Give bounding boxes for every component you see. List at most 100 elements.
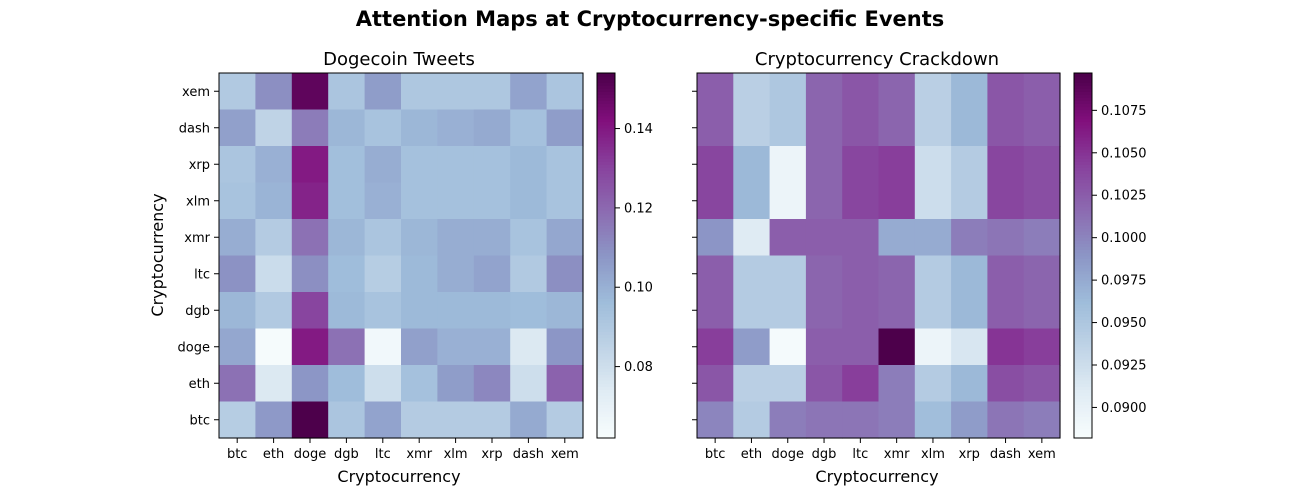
- colorbar-segment: [597, 124, 615, 129]
- colorbar-segment: [597, 398, 615, 403]
- colorbar-segment: [597, 270, 615, 275]
- colorbar-segment: [597, 325, 615, 330]
- heatmap-cell-doge-eth: [733, 328, 771, 366]
- heatmap-cell-xmr-xrp: [473, 219, 511, 257]
- heatmap-cell-xem-xrp: [473, 73, 511, 111]
- heatmap-cell-xem-doge: [291, 73, 329, 111]
- heatmap-cell-dgb-xem: [546, 292, 584, 330]
- heatmap-cell-ltc-xem: [546, 255, 584, 293]
- heatmap-cell-dash-xlm: [914, 109, 952, 147]
- colorbar-segment: [1074, 115, 1092, 120]
- heatmap-cell-btc-doge: [291, 401, 329, 439]
- colorbar-segment: [597, 352, 615, 357]
- colorbar-segment: [1074, 85, 1092, 89]
- colorbar-segment: [1074, 91, 1092, 95]
- colorbar-segment: [597, 383, 615, 387]
- colorbar-segment: [597, 146, 615, 150]
- heatmap-cell-doge-xlm: [914, 328, 952, 366]
- heatmap-cryptocurrency-crackdown: Cryptocurrency Crackdown Cryptocurrency …: [692, 49, 1147, 486]
- colorbar-segment: [1074, 179, 1092, 184]
- colorbar-segment: [1074, 431, 1092, 436]
- heatmap-cell-xlm-xem: [1023, 182, 1061, 220]
- colorbar-segment: [597, 155, 615, 159]
- heatmap-cell-xmr-dash: [987, 219, 1025, 257]
- colorbar-segment: [1074, 264, 1092, 269]
- colorbar-segment: [1074, 173, 1092, 178]
- colorbar-segment: [597, 234, 615, 238]
- heatmap-cell-xmr-xem: [546, 219, 584, 257]
- heatmap-cell-xrp-eth: [255, 146, 293, 184]
- colorbar-segment: [597, 212, 615, 217]
- colorbar-segment: [1074, 118, 1092, 123]
- heatmap-cell-dash-xlm: [437, 109, 475, 147]
- heatmap-cell-btc-eth: [733, 401, 771, 439]
- heatmap-cell-xrp-dgb: [328, 146, 366, 184]
- colorbar-tick-label: 0.08: [624, 360, 653, 375]
- colorbar-segment: [597, 358, 615, 363]
- colorbar-tick-label: 0.0950: [1101, 316, 1147, 331]
- heatmap-cell-dgb-dgb: [805, 292, 843, 330]
- colorbar-segment: [597, 228, 615, 232]
- heatmap-cell-btc-doge: [769, 401, 807, 439]
- colorbar-tick-label: 0.14: [624, 122, 653, 137]
- x-tick-label-dgb: dgb: [334, 447, 359, 462]
- colorbar-segment: [597, 331, 615, 336]
- heatmap-cell-btc-ltc: [364, 401, 402, 439]
- colorbar-segment: [1074, 139, 1092, 144]
- colorbar-segment: [1074, 79, 1092, 83]
- colorbar-tick-label: 0.10: [624, 281, 653, 296]
- colorbar-segment: [597, 298, 615, 302]
- heatmap-cell-xem-ltc: [842, 73, 880, 111]
- colorbar-segment: [597, 215, 615, 220]
- heatmap-cell-eth-doge: [769, 365, 807, 403]
- heatmap-cell-btc-eth: [255, 401, 293, 439]
- colorbar-segment: [1074, 380, 1092, 384]
- y-axis-label: Cryptocurrency: [148, 193, 167, 316]
- heatmap-cell-doge-dgb: [805, 328, 843, 366]
- colorbar-segment: [597, 142, 615, 147]
- colorbar-segment: [597, 386, 615, 390]
- colorbar-segment: [1074, 270, 1092, 275]
- heatmap-cell-dgb-xlm: [914, 292, 952, 330]
- heatmap-cell-doge-dgb: [328, 328, 366, 366]
- colorbar-segment: [597, 243, 615, 247]
- heatmap-cell-xmr-ltc: [842, 219, 880, 257]
- heatmap-cell-xmr-btc: [697, 219, 734, 257]
- heatmap-cell-xrp-doge: [769, 146, 807, 184]
- heatmap-cell-btc-btc: [219, 401, 256, 439]
- colorbar-segment: [597, 176, 615, 181]
- heatmap-cell-dash-xrp: [473, 109, 511, 147]
- colorbar-segment: [1074, 249, 1092, 254]
- heatmap-cell-xrp-xlm: [914, 146, 952, 184]
- colorbar-tick-label: 0.0925: [1101, 359, 1147, 374]
- y-tick-label-doge: doge: [178, 340, 210, 355]
- heatmap-cell-xrp-ltc: [842, 146, 880, 184]
- colorbar-segment: [1074, 383, 1092, 387]
- heatmap-cell-xmr-btc: [219, 219, 256, 257]
- colorbar-segment: [597, 392, 615, 397]
- colorbar: 0.08 0.10 0.12 0.14: [596, 72, 653, 439]
- heatmap-cell-btc-xrp: [473, 401, 511, 439]
- heatmap-cell-xlm-xem: [546, 182, 584, 220]
- colorbar-segment: [597, 88, 615, 92]
- heatmap-cell-dash-eth: [733, 109, 771, 147]
- heatmap-title: Cryptocurrency Crackdown: [755, 49, 999, 70]
- colorbar-segment: [1074, 337, 1092, 342]
- heatmap-cell-dash-xmr: [401, 109, 438, 147]
- heatmap-cell-xmr-dgb: [805, 219, 843, 257]
- colorbar-segment: [597, 377, 615, 381]
- x-tick-label-ltc: ltc: [852, 447, 868, 462]
- heatmap-cell-ltc-eth: [733, 255, 771, 293]
- heatmap-cell-dgb-ltc: [364, 292, 402, 330]
- heatmap-cell-doge-dash: [987, 328, 1025, 366]
- colorbar-segment: [597, 73, 615, 77]
- colorbar-tick-label: 0.0900: [1101, 401, 1147, 416]
- colorbar-segment: [1074, 413, 1092, 418]
- colorbar-segment: [1074, 334, 1092, 339]
- heatmap-cell-ltc-btc: [219, 255, 256, 293]
- colorbar-segment: [1074, 133, 1092, 138]
- colorbar-segment: [1074, 176, 1092, 181]
- colorbar-segment: [1074, 273, 1092, 278]
- colorbar-segment: [1074, 200, 1092, 205]
